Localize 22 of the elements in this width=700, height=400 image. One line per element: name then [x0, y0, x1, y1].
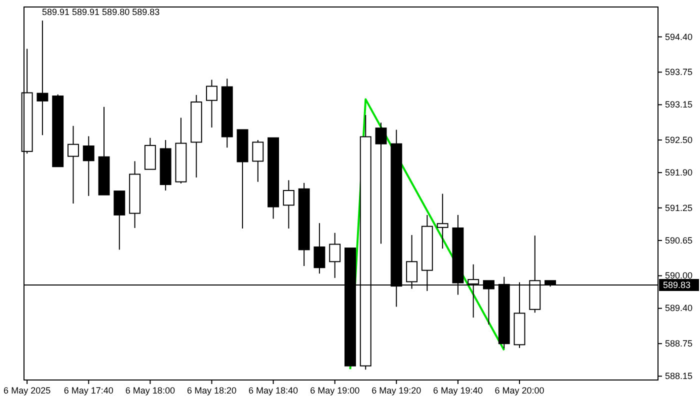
- y-tick-label: 592.50: [665, 134, 693, 145]
- y-tick-label: 589.40: [665, 303, 693, 314]
- x-tick-label: 6 May 2025: [4, 385, 51, 396]
- x-tick-label: 6 May 19:00: [310, 385, 360, 396]
- y-tick-label: 591.25: [665, 202, 693, 213]
- y-tick-label: 590.65: [665, 235, 693, 246]
- annotation: 589.91 589.91 589.80 589.83: [42, 7, 160, 17]
- x-tick-label: 6 May 18:00: [125, 385, 175, 396]
- x-tick-label: 6 May 19:40: [433, 385, 483, 396]
- y-tick-label: 591.90: [665, 167, 693, 178]
- x-tick-label: 6 May 20:00: [494, 385, 544, 396]
- y-tick-label: 594.40: [665, 32, 693, 42]
- y-tick-label: 588.15: [665, 371, 693, 382]
- y-tick-label: 593.15: [665, 100, 693, 110]
- y-tick-label: 593.75: [665, 67, 693, 78]
- x-tick-label: 6 May 17:40: [64, 385, 114, 396]
- x-tick-label: 6 May 19:20: [372, 385, 422, 396]
- y-tick-label: 588.75: [665, 338, 693, 349]
- ref-line-label: 589.83: [663, 280, 691, 290]
- y-tick-label: 590.00: [665, 270, 693, 281]
- x-tick-label: 6 May 18:20: [186, 385, 237, 396]
- x-tick-label: 6 May 18:40: [248, 385, 298, 396]
